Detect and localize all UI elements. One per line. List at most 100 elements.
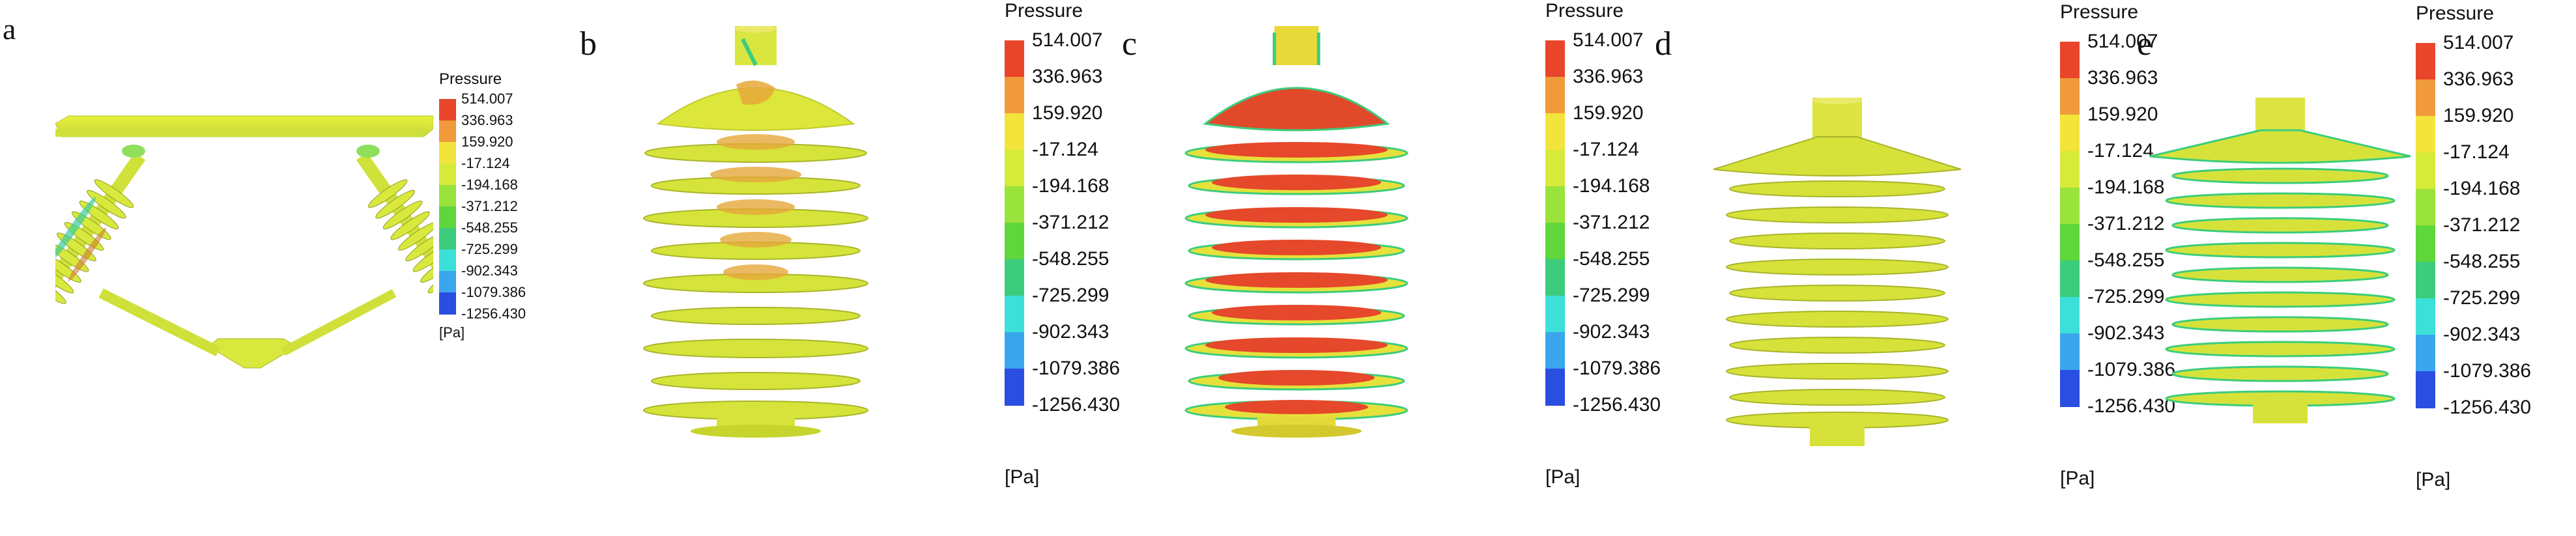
colorbar-tick-label: -725.299 [461, 241, 518, 257]
colorbar-tick-label: -371.212 [1032, 212, 1109, 233]
colorbar-unit: [Pa] [2060, 468, 2095, 489]
colorbar-tick-label: 336.963 [2443, 68, 2514, 90]
pressure-colorbar: Pressure 514.007 336.963 159.920 -17.124 -19… [1545, 0, 1661, 508]
colorbar-tick-label: -17.124 [1573, 139, 1639, 160]
colorbar-tick-label: 159.920 [1032, 102, 1103, 124]
colorbar-segment [2416, 225, 2435, 262]
colorbar-tick-label: 159.920 [461, 134, 513, 150]
colorbar-segment [1005, 369, 1024, 406]
colorbar-segment [439, 206, 456, 229]
colorbar-tick-label: -371.212 [2087, 213, 2165, 234]
colorbar-tick-label: 159.920 [1573, 102, 1644, 124]
colorbar-segment [1545, 150, 1565, 187]
colorbar-segment [2060, 151, 2080, 188]
panel-label: a [3, 12, 16, 46]
colorbar-bar [439, 99, 456, 315]
colorbar-tick-label: -194.168 [2087, 176, 2165, 198]
colorbar-segment [2416, 189, 2435, 226]
colorbar-tick-label: -1256.430 [1032, 394, 1121, 416]
colorbar-tick-label: 336.963 [461, 112, 513, 128]
colorbar-segment [1545, 259, 1565, 296]
colorbar-bar [1545, 40, 1565, 406]
colorbar-tick-label: -17.124 [2087, 140, 2154, 162]
colorbar-unit: [Pa] [2416, 469, 2451, 490]
panel-label: e [2137, 25, 2153, 63]
colorbar-tick-label: -1079.386 [1032, 358, 1121, 379]
colorbar-tick-label: -371.212 [1573, 212, 1650, 233]
colorbar-unit: [Pa] [1545, 466, 1581, 488]
colorbar-segment [439, 120, 456, 143]
colorbar-segment [1005, 186, 1024, 223]
insulator-e [2143, 98, 2417, 462]
colorbar-tick-label: -1256.430 [461, 305, 526, 322]
colorbar-tick-label: 514.007 [1032, 29, 1103, 51]
colorbar-segment [439, 249, 456, 272]
colorbar-tick-label: -725.299 [2443, 287, 2521, 309]
colorbar-title: Pressure [1005, 0, 1083, 21]
colorbar-segment [1545, 113, 1565, 150]
colorbar-bar [1005, 40, 1024, 406]
colorbar-tick-label: -902.343 [1573, 321, 1650, 343]
colorbar-tick-label: -725.299 [1573, 285, 1650, 306]
colorbar-segment [1005, 113, 1024, 150]
colorbar-segment [2416, 298, 2435, 335]
colorbar-tick-label: -548.255 [2443, 251, 2521, 272]
colorbar-tick-label: -194.168 [1573, 175, 1650, 197]
colorbar-tick-label: 336.963 [1573, 66, 1644, 87]
colorbar-segment [2060, 42, 2080, 79]
colorbar-tick-label: -902.343 [461, 262, 518, 279]
colorbar-tick-label: -194.168 [2443, 178, 2521, 199]
colorbar-segment [2060, 370, 2080, 407]
colorbar-tick-label: -194.168 [1032, 175, 1109, 197]
colorbar-title: Pressure [1545, 0, 1624, 21]
pressure-colorbar: Pressure 514.007 336.963 159.920 -17.124 -19… [2416, 3, 2576, 511]
triangle-insulator-assembly [55, 98, 433, 371]
panel-label: c [1122, 25, 1138, 63]
colorbar-unit: [Pa] [439, 324, 465, 341]
colorbar-segment [2416, 371, 2435, 408]
colorbar-segment [1545, 186, 1565, 223]
colorbar-segment [2416, 262, 2435, 299]
colorbar-tick-label: -1079.386 [2443, 360, 2532, 382]
pressure-colorbar: Pressure 514.007 336.963 159.920 -17.124 -19… [2060, 1, 2175, 509]
colorbar-tick-label: -902.343 [2087, 322, 2165, 344]
colorbar-tick-label: -1079.386 [1573, 358, 1661, 379]
colorbar-segment [439, 142, 456, 164]
colorbar-tick-label: -1256.430 [1573, 394, 1661, 416]
colorbar-segment [1005, 259, 1024, 296]
colorbar-segment [1005, 77, 1024, 114]
colorbar-segment [2060, 333, 2080, 371]
colorbar-segment [2416, 43, 2435, 80]
colorbar-unit: [Pa] [1005, 466, 1040, 488]
colorbar-segment [1545, 77, 1565, 114]
panel-b: b Pressure [567, 0, 1120, 536]
colorbar-segment [1005, 223, 1024, 260]
colorbar-tick-label: -902.343 [1032, 321, 1109, 343]
colorbar-tick-label: 514.007 [1573, 29, 1644, 51]
colorbar-segment [2060, 224, 2080, 261]
colorbar-tick-label: -725.299 [1032, 285, 1109, 306]
colorbar-tick-label: -371.212 [461, 198, 518, 214]
colorbar-segment [1005, 40, 1024, 78]
colorbar-title: Pressure [2416, 3, 2495, 24]
colorbar-tick-label: 159.920 [2087, 104, 2158, 125]
panel-d: d Pressure 514.007 336.963 159.920 -17.124 -… [1642, 0, 2175, 536]
colorbar-segment [2060, 261, 2080, 298]
colorbar-tick-label: -1079.386 [461, 284, 526, 300]
colorbar-segment [2060, 188, 2080, 225]
colorbar-tick-label: 514.007 [461, 91, 513, 107]
pressure-colorbar: Pressure 514.007 336.963 159.920 -17.124 -19… [439, 70, 534, 396]
colorbar-tick-label: -548.255 [1573, 248, 1650, 270]
colorbar-segment [2416, 116, 2435, 153]
colorbar-segment [1545, 369, 1565, 406]
colorbar-segment [2416, 335, 2435, 372]
colorbar-tick-label: -548.255 [1032, 248, 1109, 270]
colorbar-tick-label: 336.963 [1032, 66, 1103, 87]
colorbar-segment [2060, 297, 2080, 334]
colorbar-segment [439, 228, 456, 250]
colorbar-segment [439, 99, 456, 121]
colorbar-segment [1545, 332, 1565, 369]
pressure-colorbar: Pressure 514.007 336.963 159.920 -17.124 -19… [1005, 0, 1120, 508]
colorbar-tick-label: -902.343 [2443, 324, 2521, 345]
colorbar-tick-label: -548.255 [461, 219, 518, 236]
